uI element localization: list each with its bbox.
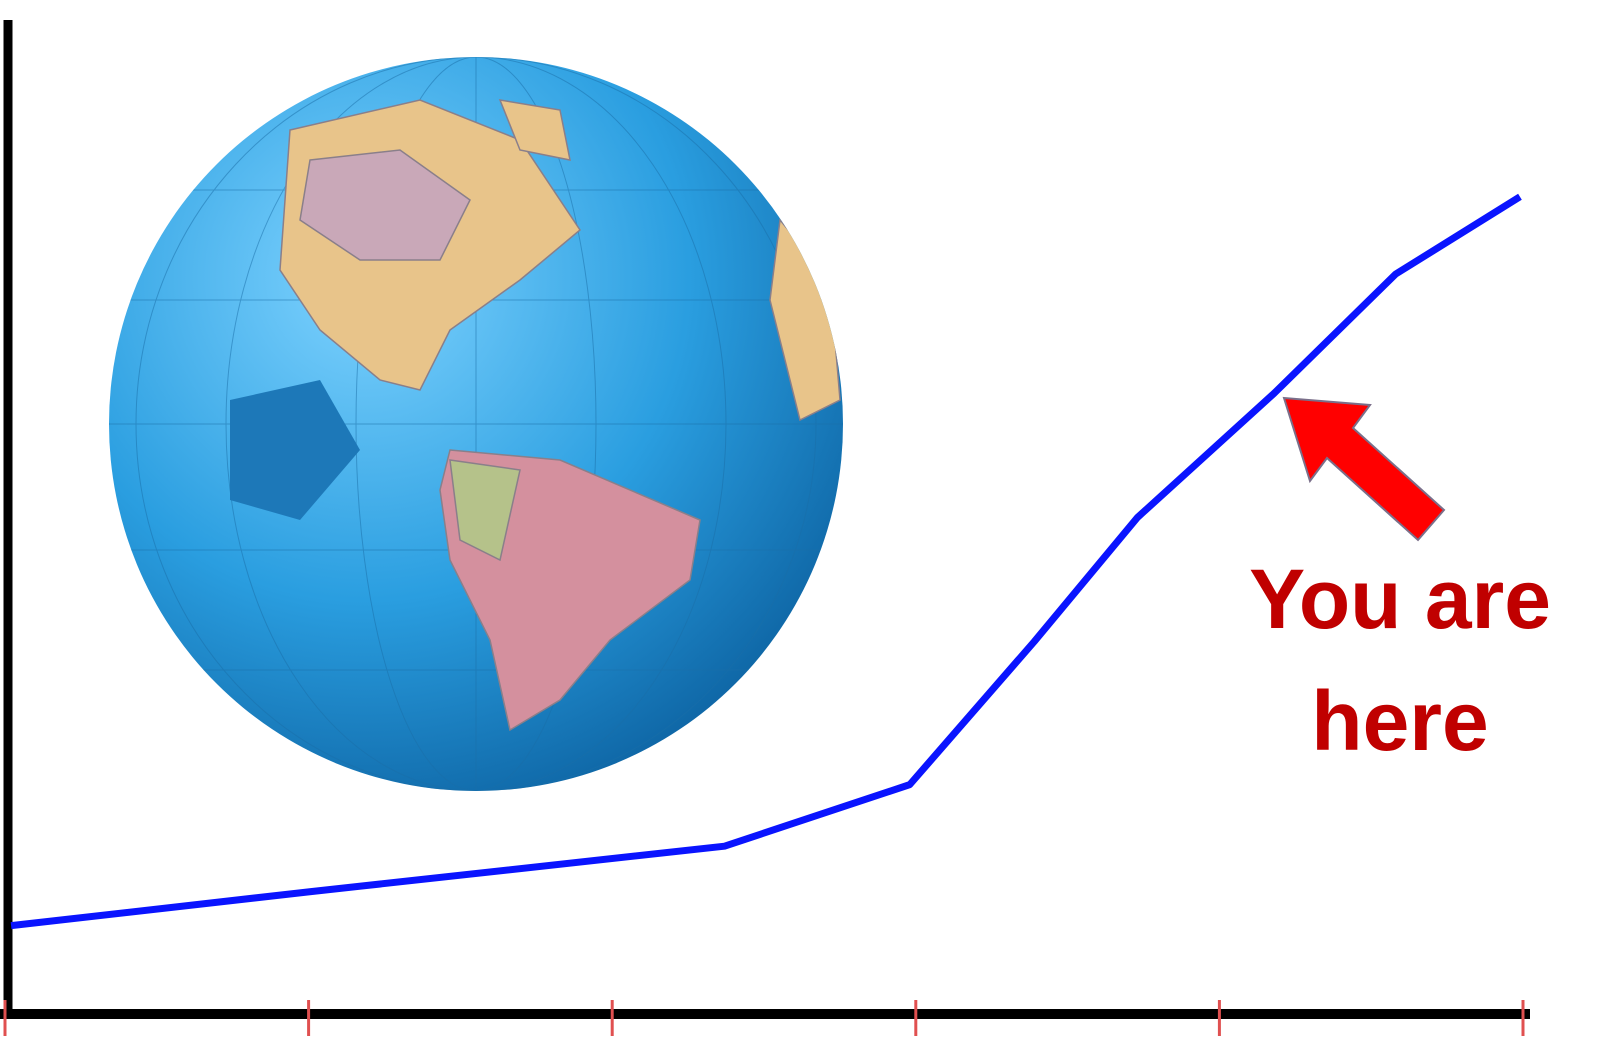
globe	[109, 57, 843, 791]
annotation: You are here	[1249, 552, 1551, 768]
line	[10, 193, 1522, 930]
arrow	[1282, 396, 1446, 542]
